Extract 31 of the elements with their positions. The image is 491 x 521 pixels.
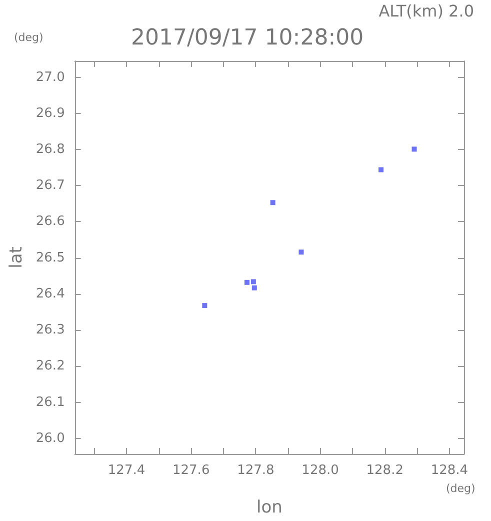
y-tick-label: 26.4: [36, 286, 65, 302]
chart-title: 2017/09/17 10:28:00: [131, 26, 364, 50]
y-tick-label: 26.6: [36, 214, 65, 230]
point: [412, 146, 417, 152]
y-tick-label: 26.7: [36, 178, 65, 194]
x-tick-label: 128.2: [366, 463, 404, 478]
point: [252, 285, 257, 290]
point: [298, 250, 304, 255]
y-tick-label: 26.0: [36, 430, 65, 446]
y-tick-label: 26.8: [36, 142, 65, 157]
text: (deg): [14, 31, 44, 44]
x-tick-label: 127.4: [108, 463, 146, 478]
text: (deg): [446, 482, 476, 495]
y-tick-label: 26.3: [36, 322, 65, 338]
x-tick-label: 128.4: [430, 463, 468, 478]
y-tick-label: 27.0: [36, 70, 65, 85]
point: [250, 279, 256, 284]
y-axis-title: lat: [6, 246, 26, 268]
x-tick-label: 127.6: [172, 463, 210, 478]
y-tick-label: 26.2: [36, 358, 65, 374]
point: [244, 280, 250, 285]
y-tick-label: 26.5: [36, 250, 65, 266]
x-tick-label: 128.0: [302, 463, 339, 478]
x-axis-title: lon: [256, 498, 282, 518]
y-tick-label: 26.9: [36, 106, 65, 121]
x-tick-label: 127.8: [237, 463, 274, 478]
point: [202, 303, 208, 308]
y-tick-label: 26.1: [36, 394, 65, 410]
chart-subtitle: ALT(km) 2.0: [378, 2, 474, 20]
point: [270, 200, 276, 206]
point: [378, 167, 384, 172]
